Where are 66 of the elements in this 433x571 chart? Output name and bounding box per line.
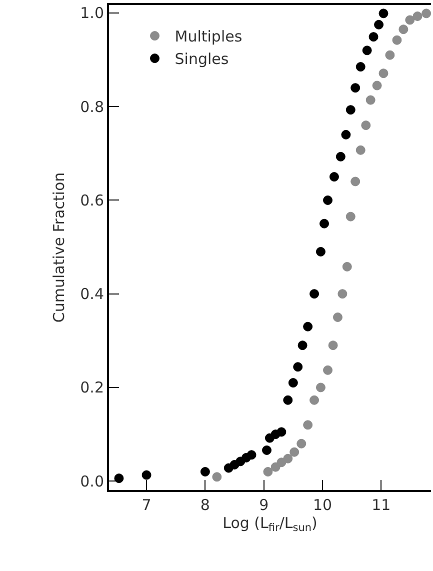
point: [356, 62, 366, 72]
point: [246, 450, 256, 460]
point: [303, 420, 313, 430]
point: [346, 105, 356, 115]
point: [200, 466, 210, 476]
x-axis-title: Log (L$_{fir}$/L$_{sun}$): [222, 514, 318, 534]
point: [350, 83, 360, 93]
point: [398, 24, 408, 34]
point: [303, 322, 313, 332]
point: [356, 145, 366, 155]
point: [296, 438, 306, 448]
point: [310, 395, 320, 405]
point: [212, 472, 222, 482]
point: [310, 289, 320, 299]
point: [378, 8, 388, 18]
point: [262, 445, 272, 455]
point: [276, 427, 286, 437]
point: [298, 340, 308, 350]
point: [323, 195, 333, 205]
point: [341, 130, 351, 140]
point: [362, 46, 372, 56]
point: [422, 8, 431, 18]
y-tick-label: 0.4: [80, 285, 104, 304]
point: [372, 80, 382, 90]
point: [288, 378, 298, 388]
point: [368, 32, 378, 42]
point: [338, 289, 348, 299]
point: [336, 152, 346, 162]
point: [320, 218, 329, 228]
point: [361, 120, 371, 130]
point: [405, 15, 415, 25]
y-tick-label: 0.0: [80, 472, 104, 490]
x-tick-label: 10: [312, 496, 332, 514]
point: [283, 395, 293, 405]
point: [293, 362, 303, 372]
legend-label: Multiples: [174, 28, 242, 46]
y-tick-label: 0.8: [80, 98, 104, 116]
y-tick-label: 1.0: [80, 4, 104, 22]
x-tick-label: 11: [372, 496, 391, 514]
point: [142, 470, 152, 480]
point: [392, 35, 402, 45]
point: [263, 466, 273, 476]
point: [346, 212, 356, 222]
point: [316, 382, 326, 392]
point: [332, 312, 342, 322]
y-tick-label: 0.6: [80, 191, 104, 210]
point: [283, 454, 293, 464]
point: [366, 95, 376, 105]
point: [328, 340, 338, 350]
y-axis-title: Cumulative Fraction: [50, 172, 68, 323]
point: [385, 50, 395, 60]
point: [412, 11, 422, 21]
point: [323, 365, 333, 375]
point: [290, 447, 300, 457]
point: [350, 176, 360, 186]
point: [316, 246, 326, 256]
point: [342, 262, 352, 272]
point: [378, 68, 388, 78]
x-tick-label: 8: [200, 496, 210, 514]
point: [374, 20, 384, 30]
point: [329, 172, 339, 182]
y-tick-label: 0.2: [80, 378, 104, 397]
x-tick-label: 9: [259, 496, 269, 514]
legend-label: Singles: [174, 50, 229, 68]
point: [114, 474, 124, 484]
x-tick-label: 7: [142, 496, 152, 514]
